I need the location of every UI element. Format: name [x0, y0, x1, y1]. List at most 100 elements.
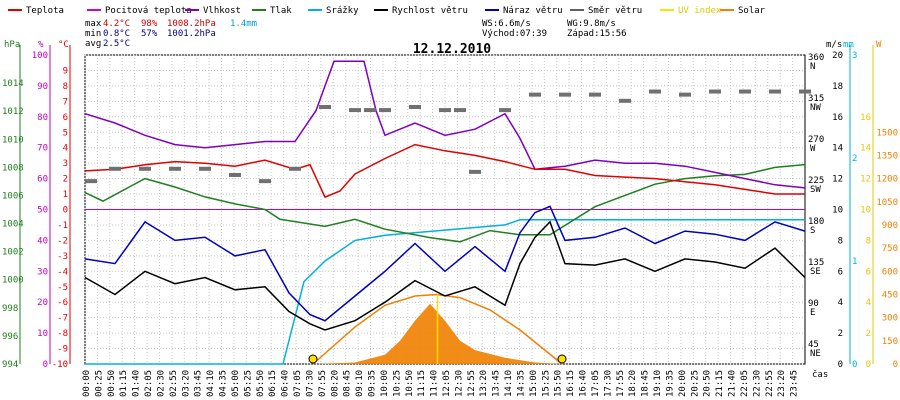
direction-tick-dir: SE — [810, 267, 821, 277]
sunset-marker — [557, 354, 567, 364]
x-axis-label: čas — [812, 369, 828, 380]
celsius-tick-label: -3 — [57, 252, 68, 262]
ms-tick-label: 6 — [838, 267, 843, 277]
left-axes: hPa9949969981000100210041006100810101012… — [2, 40, 71, 370]
stats-press: 1001.2hPa — [167, 29, 216, 39]
wm2-tick-label: 1050 — [876, 198, 898, 208]
x-tick-label: 04:10 — [206, 370, 216, 397]
legend-label: Srážky — [326, 6, 359, 16]
temperature-series-line — [84, 143, 805, 199]
legend-label: UV index — [678, 6, 722, 16]
direction-tick-dir: SW — [810, 185, 821, 195]
legend-label: Náraz větru — [503, 6, 563, 16]
percent-tick-label: 60 — [37, 175, 48, 185]
uv-tick-label: 12 — [860, 175, 871, 185]
ms-tick-label: 10 — [832, 206, 843, 216]
x-tick-label: 01:15 — [119, 370, 129, 397]
wind-direction-mark — [559, 92, 571, 97]
wm2-tick-label: 1350 — [876, 151, 898, 161]
wind-direction-mark — [109, 166, 121, 171]
wind-direction-mark — [649, 89, 661, 94]
hpa-tick-label: 1006 — [2, 191, 24, 201]
wind-direction-mark — [229, 172, 241, 177]
wind-direction-mark — [709, 89, 721, 94]
x-tick-label: 20:25 — [690, 370, 700, 397]
wm2-tick-label: 1200 — [876, 175, 898, 185]
celsius-tick-label: 7 — [63, 97, 68, 107]
stats-row-label: max — [85, 19, 102, 29]
x-tick-label: 12:05 — [442, 370, 452, 397]
wm2-tick-label: 150 — [882, 337, 898, 347]
celsius-tick-label: -10 — [52, 360, 68, 370]
mm-tick-label: 2 — [852, 154, 857, 164]
hpa-tick-label: 1004 — [2, 220, 24, 230]
celsius-tick-label: -6 — [57, 298, 68, 308]
legend-label: Pocitová teplota — [105, 6, 192, 16]
hpa-tick-label: 1000 — [2, 276, 24, 286]
celsius-tick-label: -1 — [57, 221, 68, 231]
legend-label: Rychlost větru — [392, 6, 468, 16]
wind-direction-mark — [409, 104, 421, 109]
x-tick-label: 04:35 — [219, 370, 229, 397]
x-tick-label: 20:50 — [703, 370, 713, 397]
celsius-tick-label: 9 — [63, 66, 68, 76]
chart-title: 12.12.2010 — [413, 42, 491, 57]
hpa-tick-label: 998 — [2, 304, 18, 314]
direction-tick-dir: N — [810, 62, 815, 72]
wm2-unit: W — [876, 40, 882, 50]
x-tick-label: 18:45 — [641, 370, 651, 397]
x-tick-label: 17:55 — [616, 370, 626, 397]
celsius-tick-label: 6 — [63, 113, 68, 123]
wind-direction-mark — [169, 166, 181, 171]
solar-max-curve — [312, 293, 563, 365]
stats-row-label: avg — [85, 39, 101, 49]
right-axes: 360N315NW270W225SW180S135SE90E45NEm/s024… — [808, 40, 898, 370]
percent-tick-label: 90 — [37, 82, 48, 92]
x-tick-label: 03:20 — [181, 370, 191, 397]
x-tick-label: 07:30 — [305, 370, 315, 397]
x-tick-label: 08:20 — [330, 370, 340, 397]
uv-tick-label: 6 — [866, 267, 871, 277]
x-tick-label: 02:55 — [169, 370, 179, 397]
wind-direction-mark — [469, 169, 481, 174]
x-tick-label: 13:45 — [492, 370, 502, 397]
wind-direction-mark — [439, 108, 451, 113]
stats-ws: WS:6.6m/s — [482, 19, 531, 29]
x-tick-label: 10:50 — [405, 370, 415, 397]
uv-tick-label: 0 — [866, 360, 871, 370]
celsius-tick-label: 2 — [63, 175, 68, 185]
rain-series-line — [85, 219, 805, 365]
wind-direction-mark — [454, 108, 466, 113]
celsius-tick-label: -7 — [57, 314, 68, 324]
stats-rain: 1.4mm — [230, 19, 257, 29]
percent-unit: % — [38, 40, 44, 50]
wm2-tick-label: 450 — [882, 290, 898, 300]
x-tick-label: 14:10 — [504, 370, 514, 397]
wm2-tick-label: 300 — [882, 314, 898, 324]
x-tick-label: 23:20 — [777, 370, 787, 397]
percent-tick-label: 0 — [43, 360, 48, 370]
uv-tick-label: 14 — [860, 144, 871, 154]
x-tick-label: 21:40 — [728, 370, 738, 397]
ms-tick-label: 20 — [832, 51, 843, 61]
direction-tick-deg: 270 — [808, 135, 824, 145]
x-tick-label: 16:40 — [579, 370, 589, 397]
x-tick-label: 17:05 — [591, 370, 601, 397]
x-tick-label: 05:50 — [256, 370, 266, 397]
celsius-tick-label: 1 — [63, 190, 68, 200]
x-tick-label: 15:25 — [541, 370, 551, 397]
wind-direction-mark — [364, 108, 376, 113]
x-tick-label: 23:45 — [790, 370, 800, 397]
wind-direction-mark — [679, 92, 691, 97]
x-tick-label: 15:00 — [529, 370, 539, 397]
mm-tick-label: 1 — [852, 257, 857, 267]
x-tick-label: 09:35 — [368, 370, 378, 397]
legend-label: Vlhkost — [203, 6, 241, 16]
wm2-tick-label: 0 — [893, 360, 898, 370]
x-tick-label: 17:30 — [603, 370, 613, 397]
legend-label: Solar — [738, 6, 766, 16]
ms-tick-label: 18 — [832, 82, 843, 92]
x-tick-label: 00:50 — [107, 370, 117, 397]
wind-direction-mark — [589, 92, 601, 97]
wind-speed-series-line — [84, 220, 806, 331]
